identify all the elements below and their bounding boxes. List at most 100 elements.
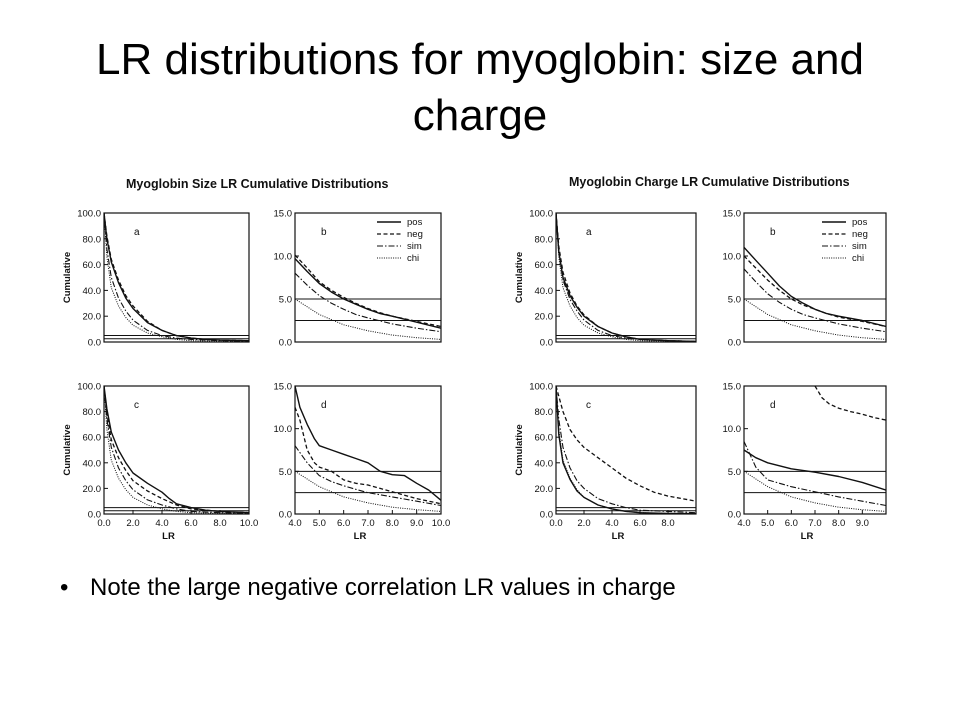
series-sim-line [104, 386, 249, 514]
series-sim-line [295, 445, 441, 507]
series-chi-line [295, 298, 441, 340]
y-tick-label: 5.0 [728, 467, 741, 478]
y-tick-label: 15.0 [274, 209, 293, 220]
x-tick-label: 10.0 [432, 518, 451, 529]
series-neg-line [556, 386, 696, 502]
legend-label-chi: chi [852, 253, 864, 264]
panel-frame [103, 385, 250, 515]
y-tick-label: 60.0 [83, 433, 102, 444]
y-tick-label: 5.0 [279, 295, 292, 306]
slide-title: LR distributions for myoglobin: size and… [96, 35, 864, 140]
panel-frame [555, 212, 697, 343]
y-tick-label: 15.0 [274, 382, 293, 393]
y-tick-label: 80.0 [535, 234, 554, 245]
y-tick-label: 0.0 [279, 510, 292, 521]
panel-letter: b [321, 227, 327, 238]
series-sim-line [556, 386, 696, 514]
series-neg-line [744, 255, 886, 328]
panel-frame [555, 385, 697, 515]
y-tick-label: 0.0 [728, 510, 741, 521]
series-sim-line [744, 268, 886, 333]
legend-label-sim: sim [407, 241, 422, 252]
series-chi-line [295, 470, 441, 512]
series-sim-line [744, 441, 886, 507]
y-axis-label: Cumulative [62, 424, 73, 475]
x-tick-label: 10.0 [240, 518, 259, 529]
charge-panel-d: 0.0 5.0 10.0 15.0 4.0 5.0 6.0 7.0 8.0 9.0 LR d [723, 382, 887, 542]
panel-letter: c [586, 400, 591, 411]
y-axis-label: Cumulative [514, 424, 525, 475]
series-pos-line [556, 213, 696, 342]
panel-letter: b [770, 227, 776, 238]
x-tick-label: 6.0 [785, 518, 798, 529]
x-tick-label: 5.0 [313, 518, 326, 529]
x-axis-label: LR [354, 531, 367, 542]
x-axis-label: LR [162, 531, 175, 542]
series-chi-line [744, 298, 886, 340]
legend-label-pos: pos [407, 217, 423, 228]
series-chi-line [556, 213, 696, 342]
x-tick-label: 6.0 [184, 518, 197, 529]
legend-label-sim: sim [852, 241, 867, 252]
y-tick-label: 15.0 [723, 209, 742, 220]
legend-label-neg: neg [852, 229, 868, 240]
y-tick-label: 0.0 [728, 338, 741, 349]
panel-frame [294, 212, 442, 343]
y-tick-label: 40.0 [535, 458, 554, 469]
x-tick-label: 7.0 [808, 518, 821, 529]
legend-label-chi: chi [407, 253, 419, 264]
x-tick-label: 8.0 [832, 518, 845, 529]
figure-canvas: 0.0 20.0 40.0 60.0 80.0 100.0 Cumulative a 0.0 5.… [62, 209, 887, 543]
y-tick-label: 80.0 [535, 407, 554, 418]
y-tick-label: 100.0 [77, 382, 101, 393]
series-sim-line [104, 213, 249, 342]
y-tick-label: 10.0 [274, 424, 293, 435]
x-tick-label: 6.0 [633, 518, 646, 529]
x-tick-label: 0.0 [97, 518, 110, 529]
legend-label-pos: pos [852, 217, 868, 228]
y-tick-label: 5.0 [728, 295, 741, 306]
y-tick-label: 80.0 [83, 407, 102, 418]
y-tick-label: 100.0 [529, 209, 553, 220]
charge-panel-c: 0.0 20.0 40.0 60.0 80.0 100.0 0.0 2.0 4.0 6.0 8.0 L… [514, 382, 697, 542]
y-tick-label: 15.0 [723, 382, 742, 393]
size-panel-c: 0.0 20.0 40.0 60.0 80.0 100.0 0.0 2.0 4.0 6.0 8.0 1… [62, 382, 258, 543]
size-figure-title: Myoglobin Size LR Cumulative Distributio… [126, 177, 389, 191]
y-tick-label: 80.0 [83, 234, 102, 245]
x-tick-label: 2.0 [577, 518, 590, 529]
y-tick-label: 10.0 [723, 424, 742, 435]
series-pos-line [744, 449, 886, 491]
series-pos-line [295, 258, 441, 329]
series-neg-line [295, 254, 441, 328]
y-tick-label: 40.0 [83, 458, 102, 469]
x-tick-label: 8.0 [661, 518, 674, 529]
panel-frame [294, 385, 442, 515]
y-tick-label: 0.0 [88, 510, 101, 521]
x-tick-label: 5.0 [761, 518, 774, 529]
series-sim-line [556, 213, 696, 342]
series-pos-line [104, 386, 249, 514]
y-tick-label: 40.0 [83, 286, 102, 297]
x-tick-label: 8.0 [386, 518, 399, 529]
x-tick-label: 8.0 [213, 518, 226, 529]
x-tick-label: 6.0 [337, 518, 350, 529]
y-tick-label: 60.0 [83, 260, 102, 271]
y-tick-label: 20.0 [535, 312, 554, 323]
series-neg-line [104, 213, 249, 342]
series-chi-line [744, 470, 886, 512]
y-axis-label: Cumulative [514, 252, 525, 303]
y-tick-label: 60.0 [535, 433, 554, 444]
series-pos-line [104, 213, 249, 342]
series-neg-line [295, 407, 441, 505]
y-tick-label: 10.0 [723, 252, 742, 263]
series-chi-line [104, 386, 249, 514]
x-axis-label: LR [801, 531, 814, 542]
panel-frame [743, 385, 887, 515]
series-pos-line [744, 246, 886, 328]
size-panel-d: 0.0 5.0 10.0 15.0 4.0 5.0 6.0 7.0 8.0 9.0 10.0 LR d [274, 382, 451, 543]
y-tick-label: 5.0 [279, 467, 292, 478]
series-chi-line [556, 386, 696, 514]
x-tick-label: 9.0 [410, 518, 423, 529]
bullet-dot: • [60, 574, 69, 601]
